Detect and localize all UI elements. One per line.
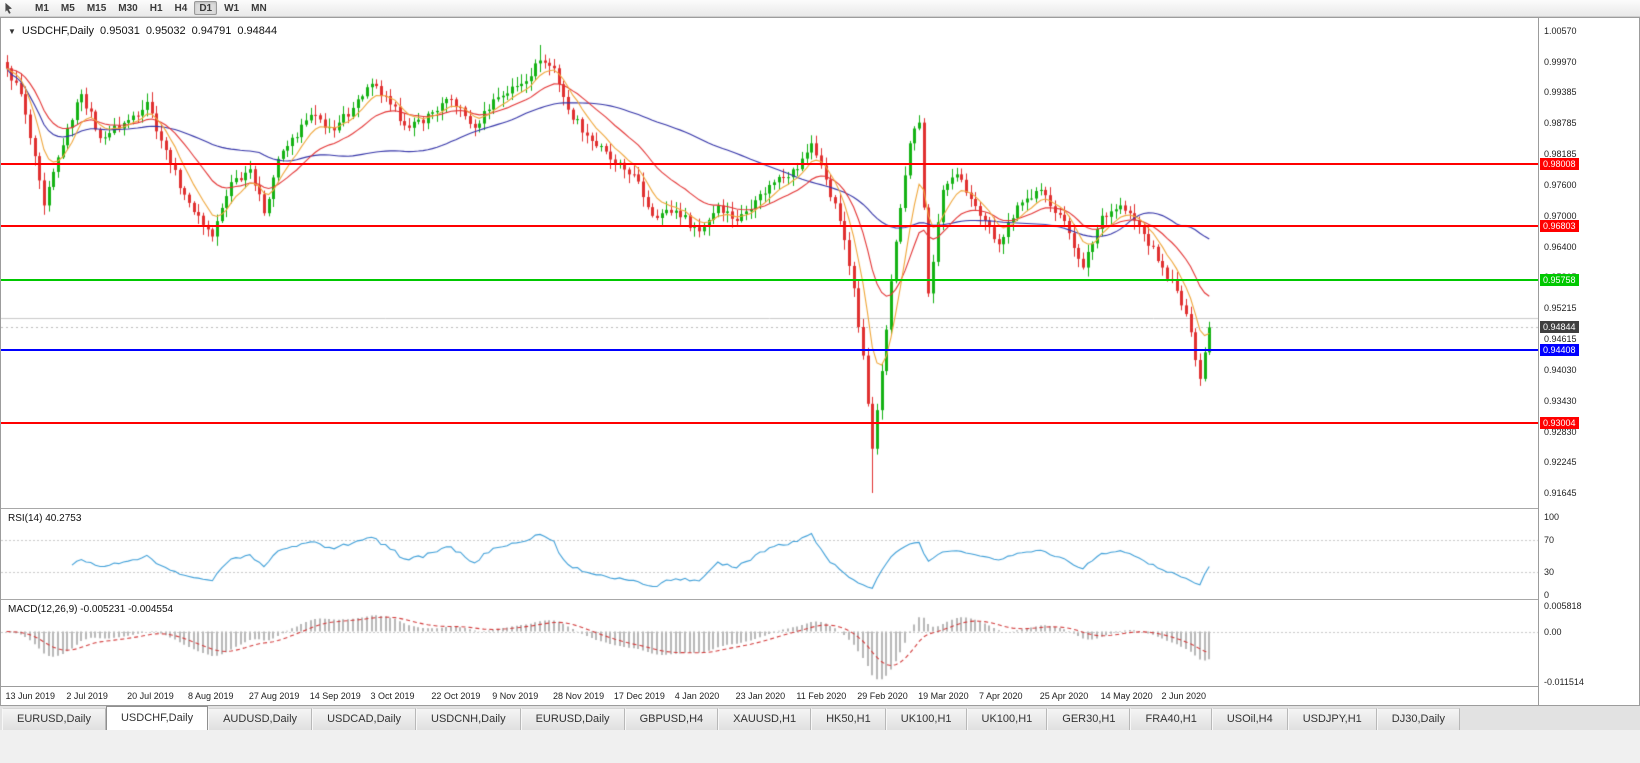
price-tick: 0.94030 <box>1544 365 1577 375</box>
horizontal-level-line-0.93004[interactable] <box>1 422 1538 424</box>
rsi-indicator-label: RSI(14) 40.2753 <box>8 513 82 524</box>
date-label: 3 Oct 2019 <box>370 691 415 701</box>
chart-tab-hk50-h1[interactable]: HK50,H1 <box>811 708 886 730</box>
timeframe-button-m5[interactable]: M5 <box>60 3 75 14</box>
timeframe-button-h4[interactable]: H4 <box>174 3 188 14</box>
quote-open: 0.95031 <box>100 25 140 37</box>
rsi-tick: 30 <box>1544 567 1555 577</box>
chart-tab-eurusd-daily[interactable]: EURUSD,Daily <box>2 708 106 730</box>
horizontal-level-line-0.96803[interactable] <box>1 225 1538 227</box>
chart-tab-xauusd-h1[interactable]: XAUUSD,H1 <box>718 708 812 730</box>
date-label: 20 Jul 2019 <box>127 691 174 701</box>
timeframe-button-w1[interactable]: W1 <box>224 3 240 14</box>
date-label: 25 Apr 2020 <box>1039 691 1089 701</box>
quote-low: 0.94791 <box>191 25 232 37</box>
date-label: 8 Aug 2019 <box>188 691 234 701</box>
level-price-tag-0.93004: 0.93004 <box>1540 417 1579 429</box>
price-tick: 1.00570 <box>1544 26 1577 36</box>
date-label: 23 Jan 2020 <box>735 691 786 701</box>
timeframe-toolbar: M1 M5 M15 M30 H1 H4 D1 W1 MN <box>0 0 1640 17</box>
date-label: 2 Jun 2020 <box>1161 691 1206 701</box>
price-tick: 0.98185 <box>1544 149 1577 159</box>
price-tick: 0.98785 <box>1544 118 1577 128</box>
current-price-tag: 0.94844 <box>1540 321 1579 333</box>
price-chart-canvas[interactable] <box>1 18 1538 705</box>
date-label: 14 Sep 2019 <box>309 691 361 701</box>
chart-tab-fra40-h1[interactable]: FRA40,H1 <box>1130 708 1212 730</box>
price-tick: 0.96400 <box>1544 242 1577 252</box>
date-label: 29 Feb 2020 <box>857 691 908 701</box>
chart-tab-audusd-daily[interactable]: AUDUSD,Daily <box>208 708 313 730</box>
timeframe-button-m15[interactable]: M15 <box>86 3 107 14</box>
quote-close: 0.94844 <box>237 25 278 37</box>
date-label: 22 Oct 2019 <box>431 691 481 701</box>
price-tick: 0.97600 <box>1544 180 1577 190</box>
chart-tab-uk100-h1[interactable]: UK100,H1 <box>966 708 1048 730</box>
chart-tab-usoil-h4[interactable]: USOil,H4 <box>1211 708 1288 730</box>
level-price-tag-0.95758: 0.95758 <box>1540 274 1579 286</box>
price-tick: 0.92830 <box>1544 427 1577 437</box>
date-label: 14 May 2020 <box>1100 691 1153 701</box>
price-tick: 0.95215 <box>1544 303 1577 313</box>
date-label: 13 Jun 2019 <box>5 691 56 701</box>
macd-indicator-label: MACD(12,26,9) -0.005231 -0.004554 <box>8 604 174 615</box>
chart-tab-usdcad-daily[interactable]: USDCAD,Daily <box>312 708 417 730</box>
cursor-tool-icon[interactable] <box>3 2 19 15</box>
price-tick: 0.91645 <box>1544 488 1577 498</box>
timeframe-button-m1[interactable]: M1 <box>35 3 49 14</box>
timeframe-button-m30[interactable]: M30 <box>118 3 138 14</box>
date-label: 2 Jul 2019 <box>66 691 108 701</box>
price-tick: 0.92245 <box>1544 457 1577 467</box>
chart-tab-ger30-h1[interactable]: GER30,H1 <box>1047 708 1131 730</box>
date-label: 7 Apr 2020 <box>978 691 1023 701</box>
timeframe-button-mn[interactable]: MN <box>251 3 267 14</box>
level-price-tag-0.96803: 0.96803 <box>1540 220 1579 232</box>
chart-tab-usdcnh-daily[interactable]: USDCNH,Daily <box>416 708 521 730</box>
horizontal-level-line-0.98008[interactable] <box>1 163 1538 165</box>
chart-dropdown-icon[interactable]: ▼ <box>8 26 16 36</box>
pane-separator-macd[interactable] <box>1 599 1639 600</box>
rsi-tick: 100 <box>1544 512 1560 522</box>
macd-tick: 0.00 <box>1544 627 1562 637</box>
pane-separator-rsi[interactable] <box>1 508 1639 509</box>
time-scale[interactable]: 13 Jun 2019 2 Jul 2019 20 Jul 2019 8 Aug 20… <box>1 686 1538 705</box>
chart-tab-eurusd-daily[interactable]: EURUSD,Daily <box>520 708 625 730</box>
price-tick: 0.93430 <box>1544 396 1577 406</box>
timeframe-button-h1[interactable]: H1 <box>149 3 163 14</box>
macd-tick: 0.005818 <box>1544 601 1582 611</box>
status-strip <box>0 730 1640 763</box>
chart-window: ▼ USDCHF,Daily 0.95031 0.95032 0.94791 0… <box>0 17 1640 706</box>
date-label: 27 Aug 2019 <box>248 691 300 701</box>
level-price-tag-0.98008: 0.98008 <box>1540 158 1579 170</box>
chart-tab-gbpusd-h4[interactable]: GBPUSD,H4 <box>624 708 719 730</box>
price-tick: 0.99970 <box>1544 57 1577 67</box>
horizontal-level-line-0.95758[interactable] <box>1 279 1538 281</box>
macd-tick: -0.011514 <box>1544 677 1584 687</box>
date-label: 17 Dec 2019 <box>613 691 665 701</box>
timeframe-buttons: M1 M5 M15 M30 H1 H4 D1 W1 MN <box>29 1 273 15</box>
price-tick: 0.97000 <box>1544 211 1577 221</box>
date-label: 19 Mar 2020 <box>918 691 969 701</box>
level-price-tag-0.94408: 0.94408 <box>1540 344 1579 356</box>
date-label: 4 Jan 2020 <box>674 691 720 701</box>
price-scale[interactable]: 1.00570 0.99970 0.99385 0.98785 0.98185 0.976… <box>1538 18 1639 705</box>
chart-tab-dj30-daily[interactable]: DJ30,Daily <box>1376 708 1460 730</box>
chart-tab-uk100-h1[interactable]: UK100,H1 <box>885 708 967 730</box>
date-label: 28 Nov 2019 <box>553 691 605 701</box>
chart-symbol-label: USDCHF,Daily <box>21 25 95 37</box>
chart-tab-usdchf-daily[interactable]: USDCHF,Daily <box>105 706 209 730</box>
date-label: 11 Feb 2020 <box>796 691 847 701</box>
chart-tab-bar: EURUSD,Daily USDCHF,Daily AUDUSD,Daily USDC… <box>0 706 1640 730</box>
quote-high: 0.95032 <box>145 25 186 37</box>
price-tick: 0.99385 <box>1544 87 1577 97</box>
date-label: 9 Nov 2019 <box>492 691 539 701</box>
rsi-tick: 70 <box>1544 535 1555 545</box>
horizontal-level-line-0.94408[interactable] <box>1 349 1538 351</box>
price-tick: 0.94615 <box>1544 334 1577 344</box>
timeframe-button-d1[interactable]: D1 <box>194 1 218 15</box>
chart-quote-overlay: ▼ USDCHF,Daily 0.95031 0.95032 0.94791 0… <box>8 25 277 37</box>
chart-tab-usdjpy-h1[interactable]: USDJPY,H1 <box>1287 708 1377 730</box>
rsi-tick: 0 <box>1544 590 1550 600</box>
